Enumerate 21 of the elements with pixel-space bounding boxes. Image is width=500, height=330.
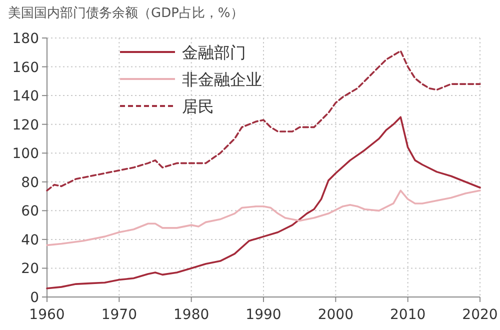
- y-tick-label: 40: [21, 232, 39, 248]
- legend-label: 非金融企业: [182, 70, 262, 89]
- y-tick-label: 100: [12, 146, 39, 162]
- legend-label: 居民: [182, 97, 214, 116]
- y-tick-label: 0: [30, 290, 39, 306]
- legend-label: 金融部门: [182, 43, 246, 62]
- chart-title: 美国国内部门债务余额（GDP占比，%）: [8, 5, 244, 21]
- x-tick-label: 1980: [174, 307, 210, 323]
- x-tick-label: 2010: [390, 307, 426, 323]
- y-tick-label: 120: [12, 117, 39, 134]
- y-tick-label: 160: [12, 60, 39, 76]
- y-tick-label: 80: [21, 174, 39, 191]
- y-tick-label: 180: [12, 31, 39, 47]
- x-tick-label: 1990: [246, 307, 282, 323]
- y-tick-label: 60: [21, 204, 39, 220]
- y-tick-label: 140: [12, 88, 39, 105]
- x-tick-label: 1970: [101, 307, 137, 323]
- y-tick-label: 20: [21, 261, 39, 278]
- x-tick-label: 2000: [318, 307, 354, 323]
- x-tick-label: 1960: [29, 307, 65, 323]
- x-tick-label: 2020: [462, 307, 498, 323]
